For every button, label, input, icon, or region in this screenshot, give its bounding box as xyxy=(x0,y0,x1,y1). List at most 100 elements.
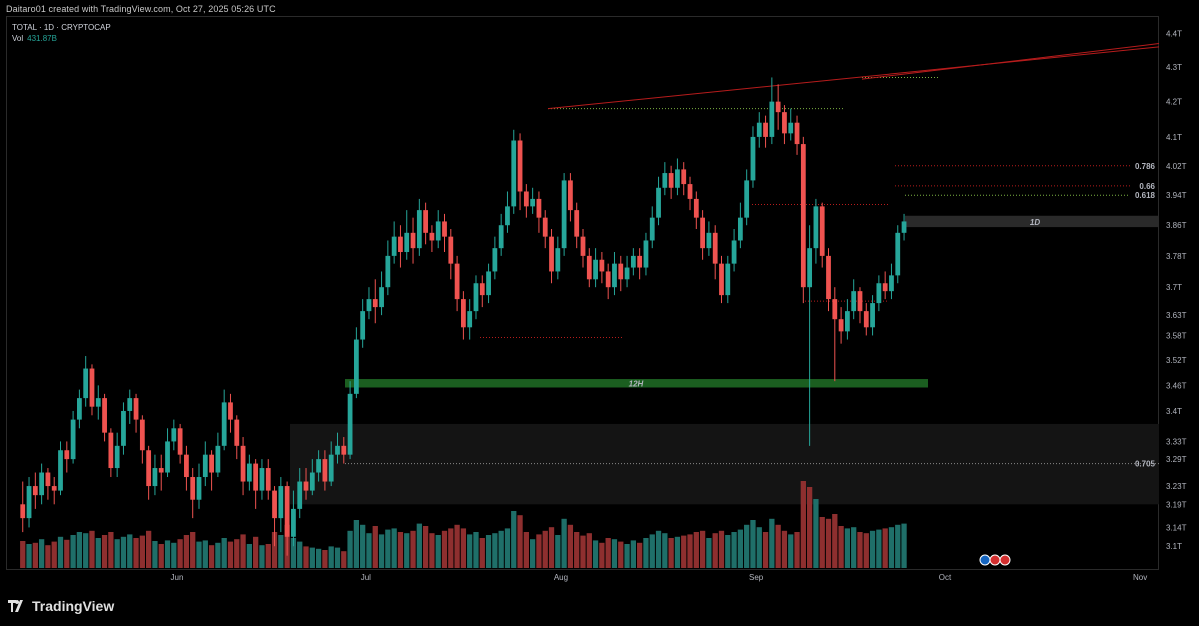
volume-bar xyxy=(498,530,504,568)
volume-bar xyxy=(718,530,725,568)
candle xyxy=(322,459,328,482)
volume-bar xyxy=(479,538,485,568)
y-axis-tick-label: 3.7T xyxy=(1166,283,1182,292)
zone-1d-label: 1D xyxy=(1030,218,1040,227)
volume-bar xyxy=(347,530,353,568)
candle xyxy=(139,419,145,451)
candle xyxy=(215,445,221,473)
y-axis-tick-label: 4.3T xyxy=(1166,63,1182,72)
volume-bar xyxy=(618,541,624,568)
volume-bar xyxy=(624,544,630,568)
volume-bar xyxy=(844,528,851,568)
volume-bar xyxy=(781,530,788,568)
y-axis-tick-label: 3.19T xyxy=(1166,500,1187,509)
candle xyxy=(265,468,271,491)
volume-bar xyxy=(372,526,378,568)
volume-bar xyxy=(504,528,511,568)
candle xyxy=(416,210,422,249)
candle xyxy=(121,410,126,446)
candle xyxy=(756,122,762,137)
event-flag-icon[interactable] xyxy=(989,554,1001,566)
volume-bar xyxy=(454,524,460,568)
volume-bar xyxy=(517,515,523,568)
candle xyxy=(114,445,120,469)
trendline-upper xyxy=(547,46,1160,110)
volume-bar xyxy=(360,524,366,568)
volume-bar xyxy=(750,520,756,568)
x-axis-tick-label: Nov xyxy=(1133,573,1147,582)
volume-bar xyxy=(253,536,259,568)
candle xyxy=(675,169,680,188)
candle xyxy=(328,454,334,482)
candle xyxy=(737,217,743,241)
y-axis-tick-label: 4.02T xyxy=(1166,162,1187,171)
tradingview-logo-text: TradingView xyxy=(32,598,115,614)
volume-bar xyxy=(190,532,196,568)
candle xyxy=(845,311,850,332)
candle xyxy=(171,428,177,442)
tradingview-logo[interactable]: TradingView xyxy=(8,598,114,614)
y-axis-tick-label: 3.78T xyxy=(1166,252,1187,261)
volume-bar xyxy=(649,534,655,568)
candle xyxy=(605,271,611,288)
volume-bar xyxy=(819,517,825,568)
candle xyxy=(681,169,687,185)
candle xyxy=(574,210,580,237)
volume-bar xyxy=(38,539,45,568)
candle xyxy=(70,419,76,460)
y-axis-tick-label: 3.46T xyxy=(1166,381,1187,390)
volume-bar xyxy=(611,539,618,568)
volume-bar xyxy=(341,551,347,568)
candle xyxy=(234,419,240,446)
event-flag-icon[interactable] xyxy=(999,554,1011,566)
volume-bar xyxy=(441,530,448,568)
candle xyxy=(649,217,655,241)
trendline-upper-2 xyxy=(861,43,1160,80)
candle xyxy=(404,232,410,253)
candle xyxy=(807,248,813,288)
volume-bar xyxy=(164,540,171,568)
candle xyxy=(593,259,598,280)
candle xyxy=(341,445,347,455)
volume-bar xyxy=(366,533,372,568)
candle xyxy=(656,187,661,218)
candle xyxy=(876,283,882,304)
symbol-label[interactable]: TOTAL · 1D · CRYPTOCAP xyxy=(12,23,111,32)
volume-bar xyxy=(57,536,64,568)
candle xyxy=(278,486,284,519)
volume-bar xyxy=(599,542,605,568)
candle xyxy=(486,271,491,296)
volume-bar xyxy=(574,532,580,568)
volume-bar xyxy=(51,541,57,568)
candle xyxy=(479,283,485,296)
candle xyxy=(857,291,863,312)
candle xyxy=(536,198,542,218)
candle xyxy=(253,463,259,491)
candle xyxy=(895,232,901,276)
y-axis-tick-label: 3.33T xyxy=(1166,437,1187,446)
event-flag-icon[interactable] xyxy=(979,554,991,566)
candle xyxy=(561,180,567,249)
candle xyxy=(826,255,831,300)
candle xyxy=(763,122,768,137)
volume-bar xyxy=(246,544,253,568)
candlestick-chart[interactable]: 12H 1D 0.786 0.660.618 0.705 4.4T 4.3T 4.2T 4.1T… xyxy=(0,0,1199,590)
candle xyxy=(423,210,429,233)
candle xyxy=(643,240,649,268)
candle xyxy=(108,432,114,469)
candle xyxy=(706,232,712,249)
volume-bar xyxy=(681,535,687,568)
volume-bar xyxy=(693,532,699,568)
demand-zone xyxy=(290,423,1159,505)
volume-bar xyxy=(876,529,882,568)
candle xyxy=(291,508,296,537)
volume-bar xyxy=(334,547,341,568)
candle xyxy=(246,463,252,482)
volume-bar xyxy=(869,530,876,568)
y-axis-tick-label: 3.23T xyxy=(1166,482,1187,491)
volume-bar xyxy=(548,527,555,568)
volume-bar xyxy=(397,532,404,568)
volume-bar xyxy=(605,538,611,568)
candle xyxy=(303,481,309,491)
candle xyxy=(725,263,731,296)
